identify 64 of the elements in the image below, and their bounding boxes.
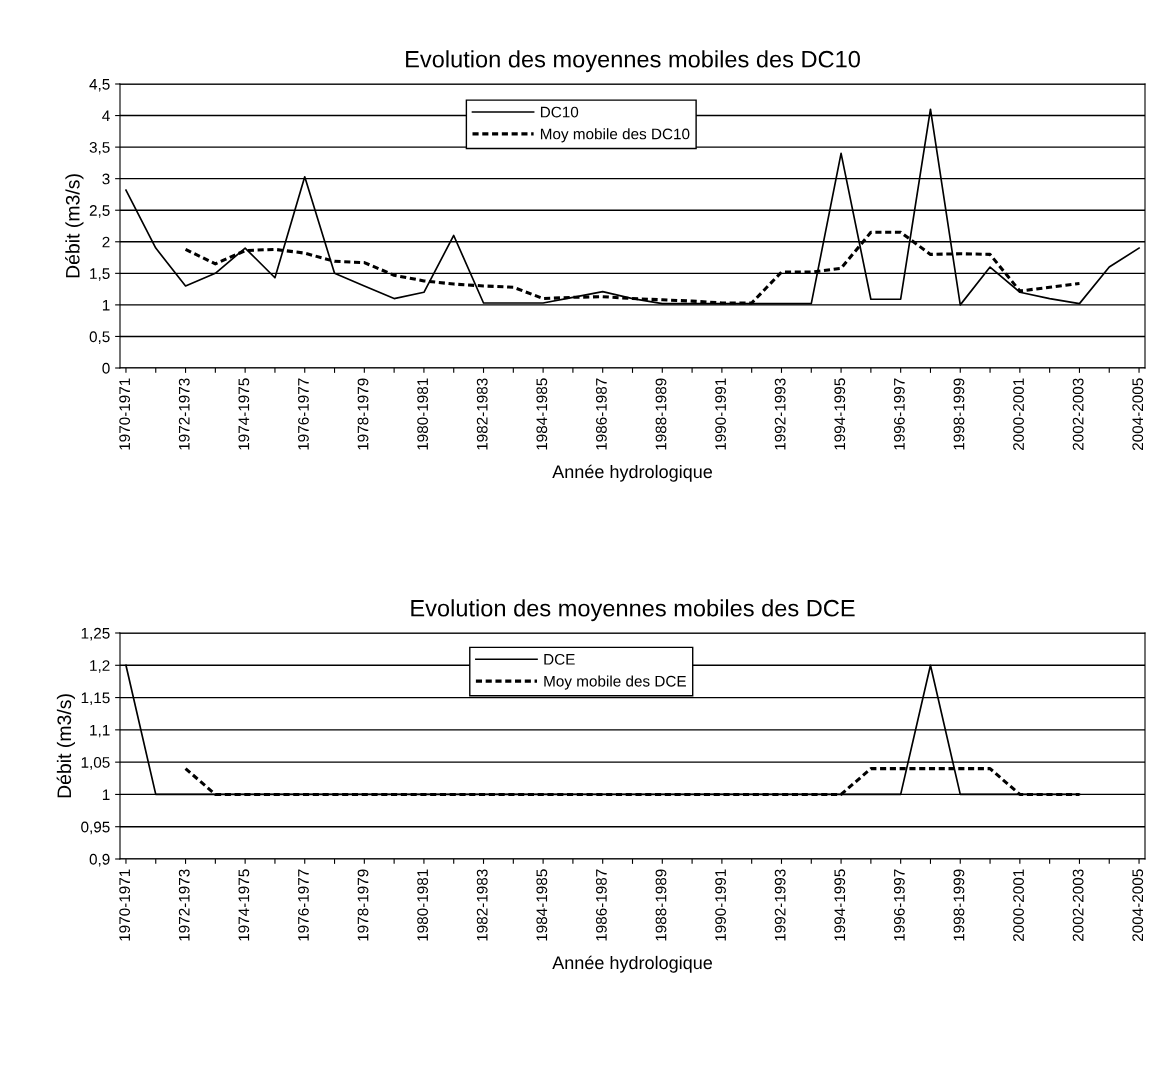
y-tick-label: 1,25 <box>81 627 110 641</box>
x-tick-label: 2002-2003 <box>1072 378 1084 451</box>
x-tick-label: 1992-1993 <box>774 869 786 941</box>
x-tick-label: 1998-1999 <box>953 869 965 941</box>
x-tick-label: 1988-1989 <box>655 869 667 941</box>
y-tick-label: 4 <box>102 110 110 122</box>
x-tick-label: 1972-1973 <box>178 378 190 450</box>
x-tick-label: 1976-1977 <box>298 378 309 450</box>
x-axis-title: Année hydrologique <box>552 955 713 973</box>
x-tick-label: 1994-1995 <box>834 378 846 450</box>
x-tick-label: 1990-1991 <box>715 869 726 941</box>
x-tick-label: 1978-1979 <box>357 869 369 941</box>
y-tick-label: 0 <box>102 362 110 374</box>
y-tick-label: 2 <box>102 236 110 248</box>
chart-title: Evolution des moyennes mobiles des DCE <box>411 599 855 622</box>
y-tick-label: 4,5 <box>89 79 110 92</box>
y-axis-title: Débit (m3/s) <box>56 694 75 798</box>
x-tick-label: 1994-1995 <box>834 869 846 941</box>
x-tick-label: 1984-1985 <box>536 869 548 941</box>
legend-label: DC10 <box>540 106 579 118</box>
x-tick-label: 2002-2003 <box>1072 869 1084 942</box>
x-tick-label: 1980-1981 <box>417 869 429 941</box>
y-tick-label: 3,5 <box>89 141 110 155</box>
y-tick-label: 1,05 <box>81 757 110 770</box>
x-tick-label: 2000-2001 <box>1013 378 1024 451</box>
x-tick-label: 1974-1975 <box>238 869 250 941</box>
x-tick-label: 1990-1991 <box>715 378 726 450</box>
y-tick-label: 0,5 <box>89 331 110 344</box>
legend-label: Moy mobile des DC10 <box>540 128 690 143</box>
x-tick-label: 1982-1983 <box>476 869 488 941</box>
y-tick-label: 0,9 <box>89 853 110 867</box>
x-tick-label: 1998-1999 <box>953 378 965 450</box>
y-tick-label: 1,1 <box>90 724 110 738</box>
y-tick-label: 1,15 <box>81 692 110 706</box>
x-tick-label: 1988-1989 <box>655 378 667 450</box>
y-tick-label: 1 <box>102 299 110 311</box>
x-tick-label: 1986-1987 <box>595 378 607 450</box>
y-axis-title: Débit (m3/s) <box>65 174 84 278</box>
x-axis-title: Année hydrologique <box>552 464 713 482</box>
x-tick-label: 1980-1981 <box>417 378 429 450</box>
y-tick-label: 2,5 <box>89 205 110 218</box>
chart-title: Evolution des moyennes mobiles des DC10 <box>406 50 860 73</box>
y-tick-label: 3 <box>102 173 110 185</box>
x-tick-label: 1996-1997 <box>893 869 905 941</box>
x-tick-label: 2004-2005 <box>1132 869 1144 942</box>
y-tick-label: 0,95 <box>81 821 110 835</box>
x-tick-label: 1970-1971 <box>119 378 131 450</box>
y-tick-label: 1,5 <box>90 268 110 281</box>
x-tick-label: 2004-2005 <box>1132 378 1144 451</box>
x-tick-label: 1992-1993 <box>774 378 786 450</box>
x-tick-label: 2000-2001 <box>1013 869 1024 942</box>
x-tick-label: 1974-1975 <box>238 378 250 450</box>
x-tick-label: 1984-1985 <box>536 378 548 450</box>
legend-label: Moy mobile des DCE <box>544 675 686 690</box>
legend-label: DCE <box>544 653 575 665</box>
x-tick-label: 1972-1973 <box>178 869 190 941</box>
x-tick-label: 1970-1971 <box>119 869 131 941</box>
y-tick-label: 1,2 <box>90 660 110 673</box>
x-tick-label: 1978-1979 <box>357 378 369 450</box>
x-tick-label: 1976-1977 <box>298 869 309 941</box>
y-tick-label: 1 <box>102 789 110 800</box>
x-tick-label: 1996-1997 <box>893 378 905 450</box>
x-tick-label: 1982-1983 <box>476 378 488 450</box>
x-tick-label: 1986-1987 <box>595 869 607 941</box>
